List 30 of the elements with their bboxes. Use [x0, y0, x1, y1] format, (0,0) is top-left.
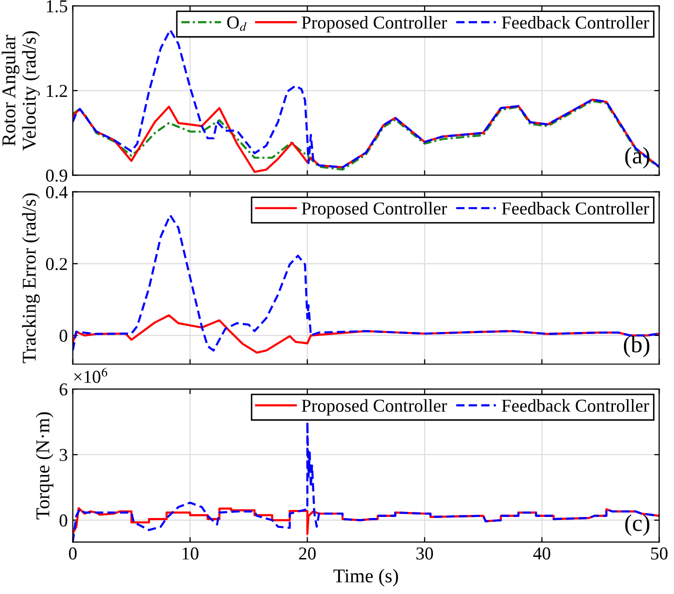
y-axis-title: Torque (N·m): [36, 412, 54, 520]
y-axis-title: Tracking Error (rad/s): [22, 193, 40, 364]
y-tick-label: 1.2: [46, 84, 67, 98]
y-tick-label: 0.2: [46, 258, 67, 270]
y-tick-label: 1.5: [46, 0, 68, 12]
annotation: (b): [624, 336, 650, 358]
legend-label: Proposed Controller: [302, 399, 448, 416]
legend-label: Proposed Controller: [302, 16, 448, 32]
y-tick-label: 0.4: [46, 186, 68, 198]
x-axis-title: Time (s): [333, 568, 398, 586]
y-tick-label: 0: [60, 330, 68, 342]
y-tick-label: 0: [60, 514, 68, 527]
legend-label: Feedback Controller: [502, 399, 650, 412]
x-tick-label: 50: [651, 547, 668, 560]
y-tick-label: 6: [60, 383, 68, 396]
annotation: (a): [625, 147, 650, 168]
x-tick-label: 20: [299, 547, 316, 560]
x-tick-label: 30: [416, 547, 433, 560]
legend-label: Proposed Controller: [302, 202, 448, 218]
text: ×10$^{6}$: [74, 368, 108, 383]
y-tick-label: 0.9: [46, 169, 68, 182]
y-axis-title: Rotor Angular Velocity (rad/s): [2, 31, 40, 151]
y-tick-label: 3: [60, 448, 68, 462]
legend-label: O$_{d}$: [227, 16, 246, 31]
x-tick-label: 10: [182, 547, 198, 560]
x-tick-label: 40: [533, 547, 550, 560]
legend-label: Feedback Controller: [502, 202, 650, 215]
x-tick-label: 0: [68, 547, 77, 560]
legend-label: Feedback Controller: [502, 16, 650, 29]
annotation: (c): [625, 514, 650, 536]
